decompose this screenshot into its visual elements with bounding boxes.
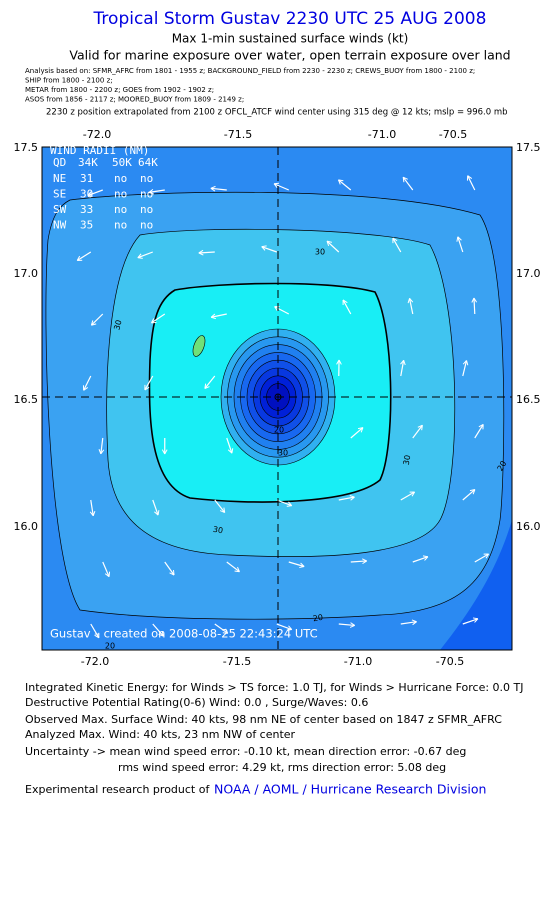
wind-radii-cell: 30 xyxy=(80,188,93,201)
wind-radii-cell: 33 xyxy=(80,203,93,216)
lon-tick-label: -71.0 xyxy=(344,655,372,668)
contour-label: 30 xyxy=(402,454,413,466)
wind-radii-cell: NE xyxy=(53,172,66,185)
contour-label: 20 xyxy=(274,426,284,435)
footer-line: Uncertainty -> mean wind speed error: -0… xyxy=(25,745,466,758)
lat-tick-label: 17.5 xyxy=(516,141,541,154)
subtitle: Max 1-min sustained surface winds (kt) xyxy=(172,32,409,46)
position-note: 2230 z position extrapolated from 2100 z… xyxy=(46,108,508,118)
lon-tick-label: -71.5 xyxy=(223,655,251,668)
contour-label: 30 xyxy=(315,248,325,257)
footer-line: Observed Max. Surface Wind: 40 kts, 98 n… xyxy=(25,713,502,726)
wind-radii-header: QD xyxy=(53,156,66,169)
credit: Gustav – created on 2008-08-25 22:43:24 … xyxy=(50,627,318,641)
lat-tick-label: 16.5 xyxy=(14,393,39,406)
wind-radii-cell: 35 xyxy=(80,219,93,232)
lat-tick-label: 16.0 xyxy=(14,520,39,533)
lon-tick-label: -72.0 xyxy=(83,128,111,141)
lon-tick-label: -70.5 xyxy=(436,655,464,668)
source-line: METAR from 1800 - 2200 z; GOES from 1902… xyxy=(25,86,214,94)
wind-arrow xyxy=(474,298,475,314)
title: Tropical Storm Gustav 2230 UTC 25 AUG 20… xyxy=(93,9,487,29)
wind-radii-header: 64K xyxy=(138,156,158,169)
wind-radii-cell: no xyxy=(114,203,127,216)
lat-tick-label: 17.0 xyxy=(516,267,541,280)
product-link[interactable]: NOAA / AOML / Hurricane Research Divisio… xyxy=(214,782,486,797)
footer-line: Integrated Kinetic Energy: for Winds > T… xyxy=(25,681,524,694)
wind-radii-cell: no xyxy=(140,188,153,201)
lon-tick-label: -72.0 xyxy=(81,655,109,668)
contour-label: 30 xyxy=(278,449,288,458)
footer-line: Destructive Potential Rating(0-6) Wind: … xyxy=(25,696,368,709)
lat-tick-label: 17.5 xyxy=(14,141,39,154)
footer-line: Analyzed Max. Wind: 40 kts, 23 nm NW of … xyxy=(25,728,296,741)
contour-label: 20 xyxy=(312,613,324,624)
wind-radii-cell: no xyxy=(140,219,153,232)
wind-radii-cell: SE xyxy=(53,188,66,201)
lon-tick-label: -71.0 xyxy=(368,128,396,141)
wind-radii-cell: no xyxy=(140,203,153,216)
lat-tick-label: 16.5 xyxy=(516,393,541,406)
source-line: SHIP from 1800 - 2100 z; xyxy=(25,77,113,85)
lat-tick-label: 16.0 xyxy=(516,520,541,533)
wind-radii-cell: 31 xyxy=(80,172,93,185)
product-prefix: Experimental research product of xyxy=(25,783,210,796)
wind-radii-cell: no xyxy=(114,219,127,232)
wind-radii-cell: no xyxy=(114,188,127,201)
validity: Valid for marine exposure over water, op… xyxy=(69,48,510,63)
lon-tick-label: -70.5 xyxy=(439,128,467,141)
wind-field xyxy=(42,147,512,650)
lat-tick-label: 17.0 xyxy=(14,267,39,280)
source-line: Analysis based on: SFMR_AFRC from 1801 -… xyxy=(25,67,475,75)
lon-tick-label: -71.5 xyxy=(224,128,252,141)
contour-label: 30 xyxy=(212,525,224,536)
source-line: ASOS from 1856 - 2117 z; MOORED_BUOY fro… xyxy=(25,96,244,104)
wind-radii-cell: SW xyxy=(53,203,67,216)
wind-radii-header: 50K xyxy=(112,156,132,169)
wind-radii-cell: NW xyxy=(53,219,67,232)
footer-line: rms wind speed error: 4.29 kt, rms direc… xyxy=(118,761,446,774)
wind-radii-cell: no xyxy=(140,172,153,185)
contour-label: 20 xyxy=(105,642,115,651)
wind-radii-cell: no xyxy=(114,172,127,185)
wind-radii-header: 34K xyxy=(78,156,98,169)
